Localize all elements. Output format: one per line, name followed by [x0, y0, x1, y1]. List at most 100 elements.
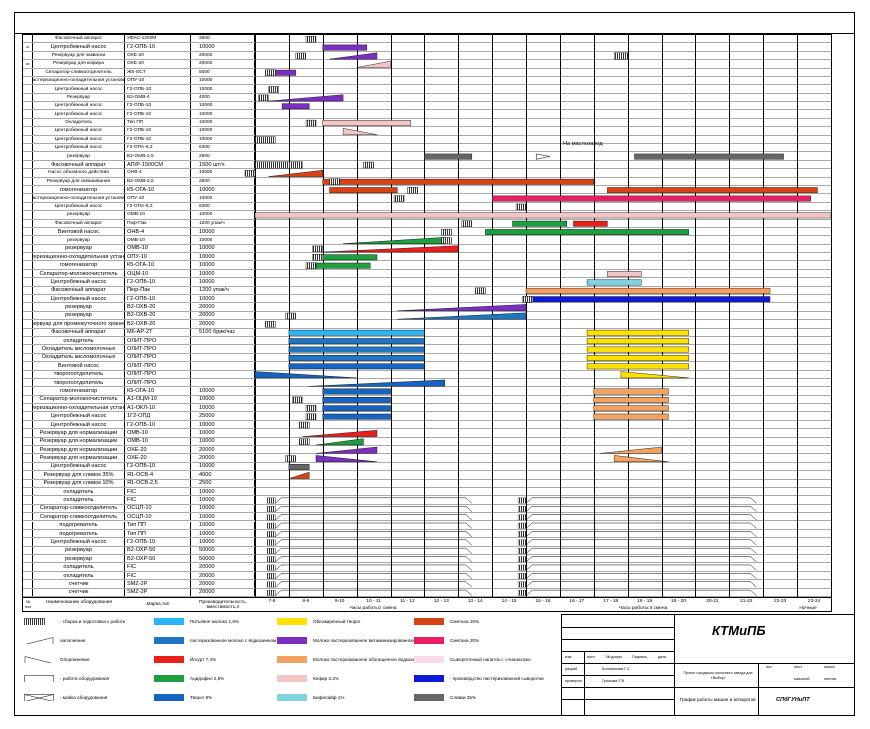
- row-mark: Г2-ОПБ-10: [125, 110, 191, 118]
- row-mark: SMZ-2P: [125, 588, 191, 596]
- work-outline: [275, 581, 473, 588]
- row-num: [23, 102, 33, 110]
- row-num: [23, 353, 33, 362]
- equipment-row: подогреватель Тип ПП 10000: [23, 521, 831, 530]
- color-swatch: [154, 637, 184, 644]
- row-cap: 20000: [191, 571, 255, 580]
- stamp-mass: масса: [824, 665, 835, 669]
- row-name: Резервуар для кефира: [33, 60, 125, 68]
- equipment-row: Охладитель Тип ПП 10000: [23, 118, 831, 128]
- equipment-row: Резервуар для сливок 35% Я1-ОСВ-4 4000: [23, 471, 831, 480]
- equipment-row: творогоотделитель ОЛИТ-ПРО: [23, 370, 831, 379]
- row-name: Центробежный насос: [33, 135, 125, 144]
- equipment-row: охладитель FIC 10000: [23, 487, 831, 497]
- prep-bar: [267, 573, 276, 579]
- row-mark: А1-ОКЛ-10: [125, 404, 191, 412]
- empty-bar: [254, 371, 357, 379]
- row-name: резервуар: [33, 303, 125, 311]
- legend-color-item: Творог 9%: [154, 694, 212, 701]
- row-name: счетчик: [33, 580, 125, 588]
- row-num: [23, 211, 33, 219]
- row-num: [23, 185, 33, 194]
- row-name: Винтовой насос: [33, 227, 125, 236]
- work-bar: [593, 405, 669, 412]
- row-cap: [191, 362, 255, 370]
- row-mark: ОМВ-10: [125, 429, 191, 437]
- prep-bar: [517, 497, 527, 504]
- hour-grid: [255, 35, 832, 597]
- prep-bar: [613, 52, 628, 60]
- row-mark: К5-ОГА-10: [125, 387, 191, 395]
- prep-bar: [407, 186, 418, 194]
- row-mark: ОМВ-10: [125, 236, 191, 244]
- legend-item: Опорожнение: [24, 656, 90, 663]
- work-bar: [586, 329, 689, 336]
- org-name: КТМиПБ: [712, 623, 766, 638]
- drawing-title: График работы машин и аппаратов: [680, 697, 756, 702]
- row-name: охладитель: [33, 487, 125, 496]
- row-cap: 10000: [191, 295, 255, 303]
- row-num: [23, 236, 33, 244]
- stamp-list: лист: [587, 655, 595, 659]
- row-cap: [191, 370, 255, 378]
- legend-label: Кефир 3,2%: [313, 676, 339, 681]
- work-bar: [634, 153, 784, 160]
- row-cap: 20000: [191, 311, 255, 320]
- prep-bar: [295, 52, 307, 60]
- hour-label: 22-23: [774, 599, 787, 604]
- row-cap: 20000: [191, 563, 255, 571]
- equipment-row: резервуар ОМВ-10 10000: [23, 211, 831, 220]
- color-swatch: [277, 675, 307, 682]
- row-num: [23, 538, 33, 546]
- row-cap: 10000: [191, 437, 255, 445]
- row-num: [23, 278, 33, 286]
- row-cap: 10000: [191, 529, 255, 538]
- prep-bar: [329, 178, 340, 185]
- row-cap: 10000: [191, 211, 255, 219]
- prep-bar: [517, 589, 527, 596]
- work-bar: [254, 212, 831, 219]
- hatch-swatch: [24, 618, 45, 625]
- hour-gridline: [729, 35, 731, 597]
- fill-bar: [397, 312, 527, 320]
- row-mark: ОХЕ-20: [125, 60, 191, 68]
- equipment-row: Фасовочный аппарат М6-АР-2Т 5100 брик/час: [23, 328, 831, 337]
- legend-item: - мойка оборудования: [24, 694, 107, 701]
- legend-color-item: Обезжиренный творог: [277, 618, 361, 625]
- color-swatch: [414, 675, 444, 682]
- row-mark: ОЛИТ-ПРО: [125, 353, 191, 362]
- row-mark: В2-ОХВ-20: [125, 311, 191, 320]
- hour-gridline: [661, 35, 663, 597]
- row-name: Центробежный насос: [33, 412, 125, 420]
- row-cap: 10000: [191, 110, 255, 118]
- work-outline: [275, 539, 473, 546]
- color-swatch: [414, 694, 444, 701]
- legend-label: - мойка оборудования: [60, 695, 108, 700]
- prep-bar: [267, 506, 276, 512]
- row-num: [23, 529, 33, 538]
- equipment-row: Центробежный насос Г2-ОПБ-10 10000: [23, 278, 831, 287]
- row-num: [23, 487, 33, 496]
- work-outline: [275, 505, 473, 512]
- row-cap: 4000: [191, 471, 255, 479]
- legend-color-item: Йогурт 7,4%: [154, 656, 216, 663]
- stamp-date: дата: [658, 655, 667, 659]
- stamp-dev: разраб: [565, 667, 578, 671]
- equipment-row: подогреватель Тип ПП 10000: [23, 529, 831, 539]
- prep-bar: [475, 287, 486, 295]
- row-name: Фасовочный аппарат: [33, 160, 125, 169]
- equipment-row: Винтовой насос ОНВ-4 10000: [23, 227, 831, 237]
- equipment-row: Резервуар для закваски ОХЕ-20 20000: [23, 51, 831, 61]
- row-name: Резервуар: [33, 93, 125, 102]
- row-num: [23, 244, 33, 253]
- legend-color-item: Сметана 10%: [414, 618, 479, 625]
- equipment-row: резервуар ОМВ-10 10000: [23, 244, 831, 254]
- row-mark: FIC: [125, 563, 191, 571]
- row-cap: 5000: [191, 68, 255, 76]
- row-cap: 10000: [191, 236, 255, 244]
- hour-label: 13 - 14: [467, 599, 483, 604]
- row-mark: Г2-ОПБ-10: [125, 420, 191, 429]
- row-num: [23, 118, 33, 127]
- row-mark: ОХЕ-20: [125, 454, 191, 462]
